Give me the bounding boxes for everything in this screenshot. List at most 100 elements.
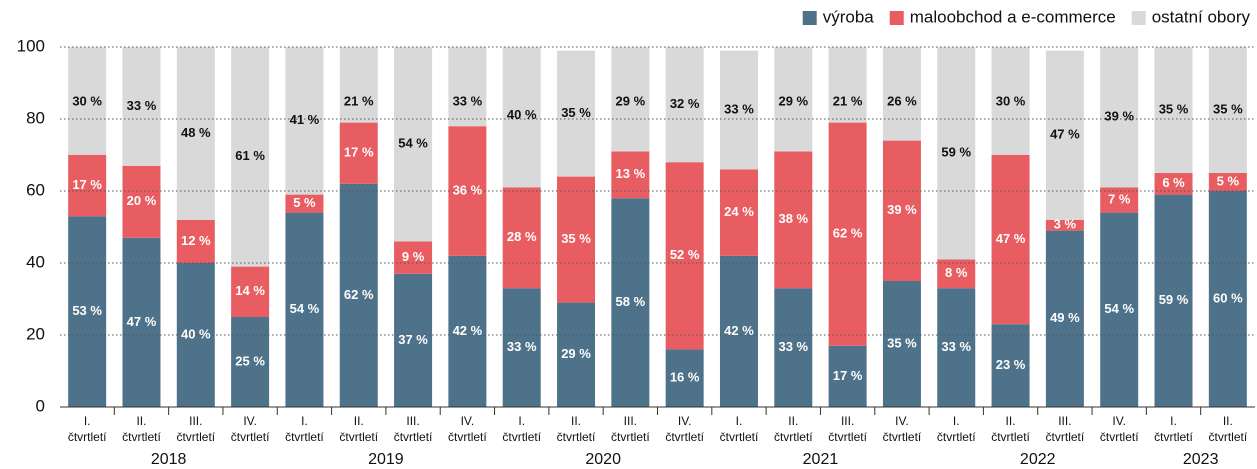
x-tick-label: II. [354,414,364,428]
y-tick-label: 100 [17,36,45,55]
bar-segment [285,47,324,195]
x-tick-sublabel: čtvrtletí [991,430,1030,444]
legend-swatch [1131,11,1146,25]
data-label: 9 % [402,249,425,264]
legend-label: ostatní obory [1152,7,1251,26]
bar-segment [339,47,378,123]
x-tick-label: II. [1223,414,1233,428]
data-label: 29 % [616,93,646,108]
bar-segment [719,169,758,256]
x-tick-sublabel: čtvrtletí [883,430,922,444]
x-tick-sublabel: čtvrtletí [665,430,704,444]
x-tick-label: III. [624,414,637,428]
bar-segment [774,47,813,152]
x-tick-sublabel: čtvrtletí [1100,430,1139,444]
bar-segment [774,288,813,407]
y-tick-label: 20 [26,324,45,343]
data-label: 35 % [561,231,591,246]
data-label: 21 % [833,93,863,108]
bar-segment [394,47,433,242]
bar-segment [828,345,867,407]
bar-segment [394,241,433,274]
bar-segment [991,47,1030,155]
bar-segment [557,176,596,303]
data-label: 35 % [1213,101,1243,116]
bar-segment [394,273,433,407]
x-tick-sublabel: čtvrtletí [502,430,541,444]
data-label: 8 % [945,265,968,280]
data-label: 42 % [453,323,483,338]
bar-segment [68,155,107,217]
data-label: 25 % [235,353,265,368]
data-label: 3 % [1054,217,1077,232]
data-label: 40 % [181,326,211,341]
data-label: 5 % [1217,173,1240,188]
bar-segment [991,324,1030,407]
y-tick-label: 80 [26,108,45,127]
bar-segment [937,47,976,260]
x-tick-label: I. [518,414,525,428]
data-label: 61 % [235,148,265,163]
x-tick-sublabel: čtvrtletí [122,430,161,444]
bar-segment [991,155,1030,325]
data-label: 39 % [887,202,917,217]
data-label: 17 % [833,368,863,383]
bar-segment [828,122,867,346]
x-tick-label: III. [189,414,202,428]
x-tick-sublabel: čtvrtletí [720,430,759,444]
bar-segment [502,47,541,188]
y-tick-label: 60 [26,180,45,199]
y-tick-label: 40 [26,252,45,271]
bar-segment [448,47,487,127]
data-label: 59 % [941,145,971,160]
x-tick-label: IV. [1112,414,1126,428]
data-label: 23 % [996,357,1026,372]
bars [68,47,1247,407]
data-label: 29 % [561,346,591,361]
group-label: 2018 [151,451,187,468]
data-label: 35 % [1159,101,1189,116]
legend-swatch [802,11,817,25]
data-label: 17 % [344,145,374,160]
data-label: 14 % [235,283,265,298]
x-tick-label: III. [1058,414,1071,428]
x-tick-label: I. [1170,414,1177,428]
x-tick-sublabel: čtvrtletí [774,430,813,444]
legend-swatch [889,11,904,25]
data-label: 36 % [453,182,483,197]
x-tick-sublabel: čtvrtletí [339,430,378,444]
data-label: 40 % [507,107,537,122]
x-tick-label: IV. [678,414,692,428]
data-label: 32 % [670,96,700,111]
data-label: 28 % [507,229,537,244]
x-tick-sublabel: čtvrtletí [1046,430,1085,444]
x-tick-label: II. [1006,414,1016,428]
x-tick-label: I. [301,414,308,428]
data-label: 47 % [996,231,1026,246]
data-label: 30 % [72,93,102,108]
data-label: 62 % [833,226,863,241]
bar-segment [231,47,270,267]
data-label: 49 % [1050,310,1080,325]
data-label: 59 % [1159,292,1189,307]
bar-segment [339,183,378,407]
bar-segment [68,47,107,155]
data-label: 12 % [181,233,211,248]
bar-segment [1208,47,1247,173]
data-label: 35 % [887,335,917,350]
data-label: 38 % [778,211,808,226]
bar-segment [176,219,215,263]
bar-segment [1045,230,1084,407]
x-tick-label: I. [953,414,960,428]
bar-segment [665,162,704,350]
data-label: 37 % [398,332,428,347]
x-tick-label: IV. [243,414,257,428]
bar-segment [122,165,161,238]
data-label: 6 % [1162,175,1185,190]
legend-label: maloobchod a e-commerce [910,7,1116,26]
data-label: 7 % [1108,191,1131,206]
data-label: 54 % [290,301,320,316]
data-label: 5 % [293,195,316,210]
data-label: 16 % [670,370,700,385]
